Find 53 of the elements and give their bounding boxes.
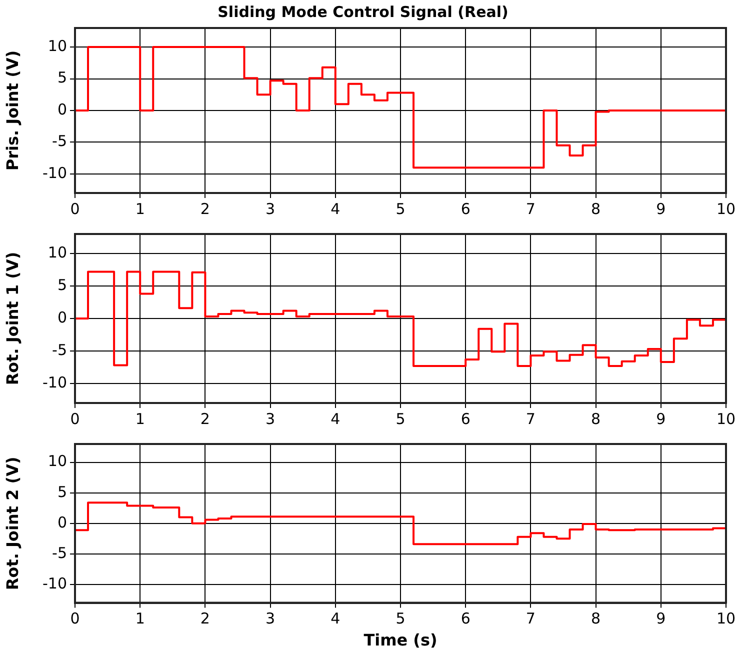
- y-tick-label: -5: [52, 132, 67, 150]
- x-tick-label: 0: [70, 610, 80, 628]
- x-tick-label: 10: [716, 610, 736, 628]
- y-tick-label: 10: [48, 452, 67, 470]
- x-tick-label: 9: [656, 410, 666, 428]
- x-tick-label: 4: [330, 410, 340, 428]
- x-tick-label: 4: [330, 610, 340, 628]
- x-tick-label: 1: [135, 200, 145, 218]
- x-tick-label: 10: [716, 410, 736, 428]
- x-tick-label: 5: [396, 200, 406, 218]
- x-tick-label: 2: [200, 610, 210, 628]
- x-tick-label: 9: [656, 610, 666, 628]
- x-tick-label: 9: [656, 200, 666, 218]
- y-axis-title: Rot. Joint 1 (V): [2, 252, 22, 386]
- x-tick-label: 7: [526, 610, 536, 628]
- x-tick-label: 6: [460, 200, 470, 218]
- y-tick-label: -5: [52, 544, 67, 562]
- x-tick-label: 2: [200, 410, 210, 428]
- x-tick-label: 5: [396, 410, 406, 428]
- x-tick-label: 7: [526, 410, 536, 428]
- x-tick-label: 0: [70, 410, 80, 428]
- y-tick-label: 5: [57, 68, 67, 87]
- x-tick-label: 8: [591, 200, 601, 218]
- x-tick-label: 5: [396, 610, 406, 628]
- y-tick-label: -10: [42, 574, 67, 592]
- y-tick-label: -10: [42, 373, 67, 392]
- y-tick-label: 5: [57, 482, 67, 501]
- x-tick-label: 1: [135, 610, 145, 628]
- x-tick-label: 1: [135, 410, 145, 428]
- y-tick-label: 10: [48, 243, 67, 262]
- y-axis-title: Pris. Joint (V): [2, 50, 22, 171]
- x-tick-label: 7: [526, 200, 536, 218]
- y-tick-label: 0: [57, 100, 67, 118]
- chart-title: Sliding Mode Control Signal (Real): [218, 2, 508, 21]
- y-tick-label: 5: [57, 276, 67, 294]
- x-tick-label: 8: [591, 610, 601, 628]
- y-tick-label: 0: [57, 308, 67, 326]
- x-tick-label: 6: [460, 410, 470, 428]
- x-tick-label: 8: [591, 410, 601, 428]
- x-tick-label: 3: [266, 610, 276, 628]
- y-tick-label: 10: [48, 36, 67, 55]
- x-tick-label: 10: [716, 200, 736, 218]
- y-tick-label: -10: [42, 164, 67, 182]
- x-tick-label: 2: [200, 200, 210, 218]
- x-tick-label: 6: [460, 610, 470, 628]
- x-tick-label: 3: [266, 410, 276, 428]
- x-tick-label: 4: [330, 200, 340, 218]
- x-tick-label: 3: [266, 200, 276, 218]
- x-axis-title: Time (s): [364, 630, 438, 650]
- y-tick-label: -5: [52, 340, 67, 359]
- x-tick-label: 0: [70, 200, 80, 218]
- y-tick-label: 0: [57, 513, 67, 532]
- y-axis-title: Rot. Joint 2 (V): [2, 456, 22, 590]
